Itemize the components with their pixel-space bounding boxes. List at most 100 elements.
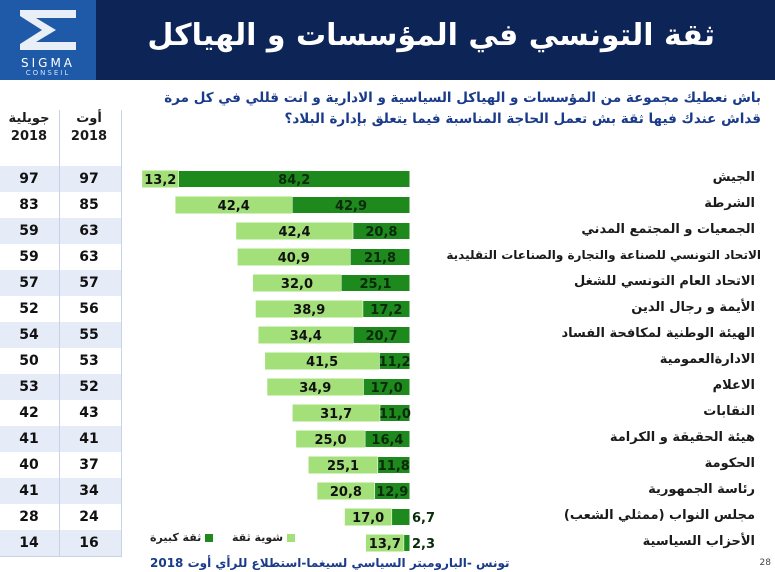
bar-some-trust [142, 170, 179, 188]
table-cell-august: 34 [79, 483, 99, 499]
table-row: 83 85 [0, 192, 122, 219]
logo-text: SIGMA [20, 56, 76, 70]
data-label-big-trust: 21,8 [364, 251, 396, 266]
bar-some-trust [252, 274, 341, 292]
table-row: 41 34 [0, 478, 122, 505]
category-label: الأيمة و رجال الدين [631, 300, 755, 315]
data-label-some-trust: 13,2 [144, 173, 176, 188]
sigma-icon [20, 10, 76, 50]
table-row: 53 52 [0, 374, 122, 401]
col-header-august-year: 2018 [70, 129, 108, 144]
bar-big-trust [391, 508, 411, 526]
table-cell-august: 55 [79, 327, 99, 343]
table-cell-july: 97 [19, 171, 39, 187]
table-cell-july: 53 [19, 379, 39, 395]
data-label-big-trust: 11,8 [378, 459, 410, 474]
category-label: الاتحاد العام التونسي للشغل [573, 274, 755, 289]
data-label-big-trust: 20,7 [365, 329, 397, 344]
table-row: 57 57 [0, 270, 122, 297]
bar-some-trust [255, 300, 363, 318]
col-header-august: أوت 2018 [60, 110, 118, 146]
category-label: الاتحاد التونسي للصناعة والتجارة والصناع… [446, 248, 761, 262]
category-label: رئاسة الجمهورية [648, 482, 755, 497]
table-cell-august: 43 [79, 405, 99, 421]
table-cell-july: 41 [19, 483, 39, 499]
data-label-big-trust: 17,2 [370, 303, 402, 318]
category-label: الجيش [712, 170, 755, 185]
table-row: 42 43 [0, 400, 122, 427]
table-row: 40 37 [0, 452, 122, 479]
data-label-big-trust: 6,7 [412, 511, 435, 526]
table-cell-august: 63 [79, 249, 99, 265]
page-title: ثقة التونسي في المؤسسات و الهياكل [147, 18, 715, 53]
category-label: الاعلام [712, 378, 755, 393]
bar-some-trust [366, 534, 404, 552]
table-cell-july: 50 [19, 353, 39, 369]
bar-some-trust [236, 222, 353, 240]
legend-label-some: شوية ثقة [232, 531, 284, 544]
bar-some-trust [267, 378, 364, 396]
table-cell-july: 57 [19, 275, 39, 291]
legend-swatch-some [287, 534, 296, 542]
category-label: النقابات [703, 404, 755, 419]
data-label-big-trust: 25,1 [359, 277, 391, 292]
table-cell-july: 83 [19, 197, 39, 213]
table-row: 54 55 [0, 322, 122, 349]
data-label-big-trust: 17,0 [371, 381, 403, 396]
data-label-some-trust: 42,4 [278, 225, 310, 240]
logo-subtext: CONSEIL [25, 69, 71, 77]
table-cell-august: 97 [79, 171, 99, 187]
table-cell-august: 24 [79, 509, 99, 525]
table-row: 97 97 [0, 166, 122, 193]
data-label-some-trust: 42,4 [218, 199, 250, 214]
data-label-big-trust: 42,9 [335, 199, 367, 214]
col-header-august-month: أوت [76, 111, 102, 126]
table-cell-july: 41 [19, 431, 39, 447]
data-label-some-trust: 20,8 [330, 485, 362, 500]
col-header-july: جويلية 2018 [0, 110, 58, 146]
table-divider [121, 110, 122, 556]
table-cell-july: 54 [19, 327, 39, 343]
data-label-big-trust: 11,0 [379, 407, 411, 422]
category-label: الهيئة الوطنية لمكافحة الفساد [561, 326, 755, 341]
footer-source: تونس -البارومبتر السياسي لسيغما-استطلاع … [150, 556, 510, 570]
data-label-some-trust: 40,9 [278, 251, 310, 266]
table-cell-july: 28 [19, 509, 39, 525]
bar-some-trust [265, 352, 380, 370]
table-cell-august: 57 [79, 275, 99, 291]
data-label-some-trust: 41,5 [306, 355, 338, 370]
bar-some-trust [308, 456, 378, 474]
table-divider [59, 110, 60, 556]
bar-some-trust [292, 404, 380, 422]
data-label-some-trust: 31,7 [320, 407, 352, 422]
col-header-july-year: 2018 [10, 129, 48, 144]
table-cell-july: 52 [19, 301, 39, 317]
category-label: الادارةالعمومية [659, 352, 755, 367]
legend-swatch-big [205, 534, 214, 542]
page-number: 28 [759, 558, 771, 568]
data-label-some-trust: 25,1 [327, 459, 359, 474]
data-label-big-trust: 20,8 [365, 225, 397, 240]
comparison-table: 97 97 83 85 59 63 59 63 57 57 52 56 54 55 50 53 53 52 42 43… [0, 166, 122, 557]
col-header-july-month: جويلية [8, 111, 50, 126]
table-cell-july: 42 [19, 405, 39, 421]
data-label-some-trust: 13,7 [369, 537, 401, 552]
table-cell-august: 16 [79, 535, 99, 551]
category-label: هيئة الحقيقة و الكرامة [609, 430, 755, 445]
table-row: 50 53 [0, 348, 122, 375]
table-cell-july: 59 [19, 249, 39, 265]
data-label-some-trust: 32,0 [281, 277, 313, 292]
bar-some-trust [317, 482, 375, 500]
data-label-big-trust: 16,4 [371, 433, 403, 448]
table-cell-august: 63 [79, 223, 99, 239]
data-label-big-trust: 84,2 [278, 173, 310, 188]
data-label-some-trust: 34,4 [290, 329, 322, 344]
category-label: الأحزاب السياسية [642, 534, 755, 549]
table-cell-august: 53 [79, 353, 99, 369]
data-label-big-trust: 11,2 [379, 355, 411, 370]
table-cell-july: 59 [19, 223, 39, 239]
sigma-logo: SIGMA CONSEIL [0, 0, 96, 80]
data-label-some-trust: 25,0 [314, 433, 346, 448]
table-row: 59 63 [0, 218, 122, 245]
survey-question: باش نعطيك مجموعة من المؤسسات و الهياكل ا… [164, 90, 761, 127]
